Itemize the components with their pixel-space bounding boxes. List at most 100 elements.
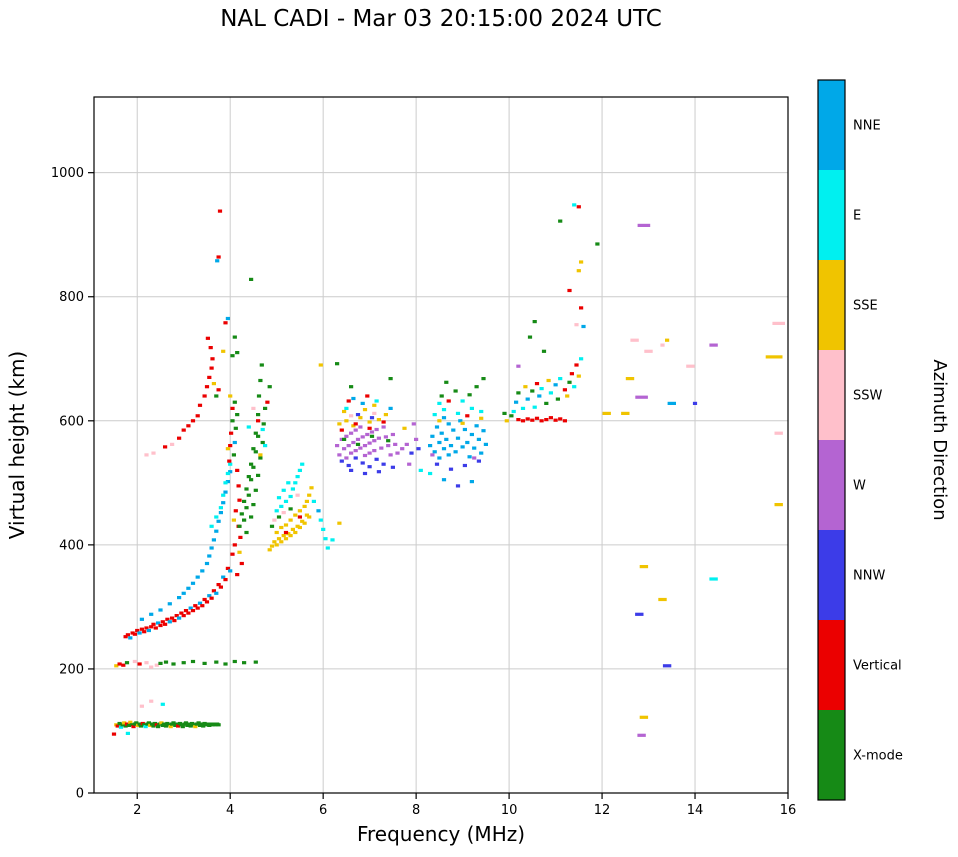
scatter-point <box>195 414 200 418</box>
scatter-point <box>562 388 567 392</box>
scatter-point <box>774 503 783 507</box>
scatter-point <box>402 426 407 430</box>
colorbar-label: W <box>853 479 866 494</box>
scatter-point <box>453 450 458 454</box>
scatter-point <box>437 419 442 423</box>
scatter-point <box>660 343 665 347</box>
scatter-point <box>304 513 309 517</box>
scatter-point <box>124 661 130 665</box>
scatter-point <box>149 699 154 703</box>
scatter-point <box>180 725 185 729</box>
scatter-point <box>544 418 549 422</box>
colorbar-segment <box>818 260 845 350</box>
scatter-point <box>539 387 544 391</box>
scatter-point <box>379 446 384 450</box>
scatter-point <box>288 507 293 511</box>
scatter-point <box>316 509 321 513</box>
colorbar-segment <box>818 710 845 800</box>
scatter-point <box>158 661 163 665</box>
scatter-point <box>237 498 242 502</box>
scatter-point <box>201 724 206 728</box>
scatter-point <box>437 401 442 405</box>
scatter-point <box>163 622 168 626</box>
scatter-point <box>251 447 256 451</box>
scatter-point <box>221 349 226 353</box>
scatter-point <box>125 731 130 735</box>
scatter-point <box>372 411 377 415</box>
scatter-point <box>365 394 370 398</box>
scatter-point <box>295 524 300 528</box>
scatter-point <box>236 484 241 488</box>
scatter-point <box>200 604 205 608</box>
scatter-point <box>216 255 221 259</box>
scatter-point <box>460 445 465 449</box>
scatter-point <box>709 343 718 347</box>
scatter-point <box>469 432 474 437</box>
scatter-point <box>621 411 630 415</box>
scatter-point <box>625 377 635 381</box>
scatter-point <box>187 722 192 726</box>
scatter-point <box>186 611 191 615</box>
scatter-point <box>242 518 247 522</box>
scatter-point <box>151 724 156 728</box>
scatter-point <box>190 609 196 613</box>
scatter-point <box>265 400 270 404</box>
x-tick-label: 4 <box>226 803 234 818</box>
scatter-point <box>256 419 261 423</box>
scatter-point <box>216 583 221 587</box>
scatter-point <box>360 401 365 405</box>
scatter-point <box>430 453 435 457</box>
scatter-point <box>232 659 237 664</box>
scatter-point <box>346 463 351 468</box>
scatter-point <box>276 537 282 541</box>
scatter-point <box>179 723 184 727</box>
scatter-point <box>223 481 228 485</box>
scatter-point <box>548 391 553 395</box>
scatter-point <box>207 554 212 558</box>
scatter-point <box>479 416 484 420</box>
scatter-point <box>111 732 117 736</box>
scatter-point <box>167 620 172 624</box>
scatter-point <box>131 725 136 729</box>
scatter-point <box>297 525 302 530</box>
scatter-point <box>259 363 264 367</box>
scatter-point <box>256 413 261 417</box>
colorbar-segment <box>818 350 845 440</box>
scatter-point <box>562 419 567 423</box>
scatter-point <box>523 385 528 389</box>
scatter-point <box>256 434 261 438</box>
scatter-point <box>339 459 344 463</box>
scatter-point <box>233 509 238 513</box>
scatter-point <box>272 540 277 544</box>
scatter-point <box>149 612 154 616</box>
scatter-point <box>214 394 219 398</box>
scatter-point <box>765 355 783 359</box>
scatter-point <box>574 323 579 327</box>
scatter-point <box>221 493 226 497</box>
scatter-point <box>572 203 577 207</box>
scatter-point <box>196 721 201 725</box>
y-tick-label: 0 <box>76 787 84 802</box>
scatter-point <box>462 427 467 432</box>
scatter-point <box>176 724 181 728</box>
scatter-point <box>465 414 470 418</box>
scatter-point <box>479 409 484 414</box>
scatter-point <box>362 444 368 448</box>
scatter-point <box>502 411 507 415</box>
scatter-point <box>362 471 368 476</box>
scatter-point <box>581 324 586 329</box>
scatter-point <box>386 439 391 443</box>
scatter-point <box>218 506 223 510</box>
scatter-point <box>279 525 284 530</box>
scatter-point <box>595 242 600 246</box>
scatter-point <box>516 391 521 395</box>
scatter-point <box>263 406 268 410</box>
scatter-point <box>228 470 233 474</box>
scatter-point <box>544 401 549 405</box>
scatter-point <box>465 440 470 445</box>
scatter-point <box>260 440 265 445</box>
scatter-point <box>137 722 142 726</box>
scatter-point <box>177 436 182 440</box>
scatter-point <box>355 437 361 441</box>
scatter-point <box>569 372 574 376</box>
